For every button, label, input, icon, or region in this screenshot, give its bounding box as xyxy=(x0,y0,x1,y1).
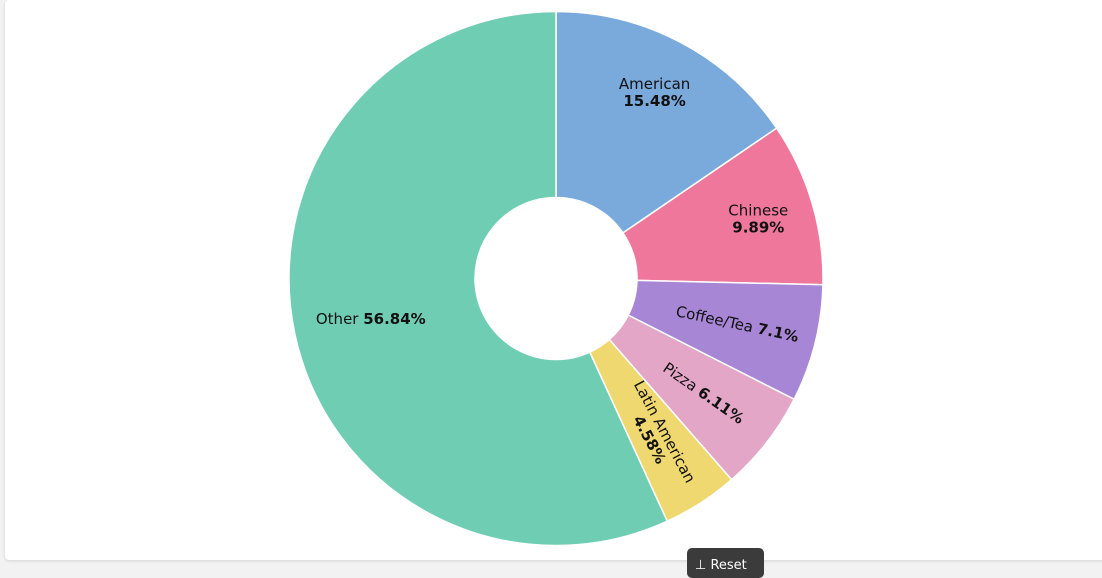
percent-label: 9.89% xyxy=(732,219,784,237)
category-label: Chinese xyxy=(728,202,788,220)
percent-label: 15.48% xyxy=(623,92,685,110)
category-label: American xyxy=(619,75,690,93)
bottom-tab[interactable]: ⊥ Reset xyxy=(687,548,764,578)
category-percent-label: Other 56.84% xyxy=(316,310,426,328)
slice-american[interactable] xyxy=(555,10,778,234)
slice-label-other: Other 56.84% xyxy=(316,310,426,328)
slice-other[interactable] xyxy=(288,10,669,547)
slice-chinese[interactable] xyxy=(621,127,824,286)
